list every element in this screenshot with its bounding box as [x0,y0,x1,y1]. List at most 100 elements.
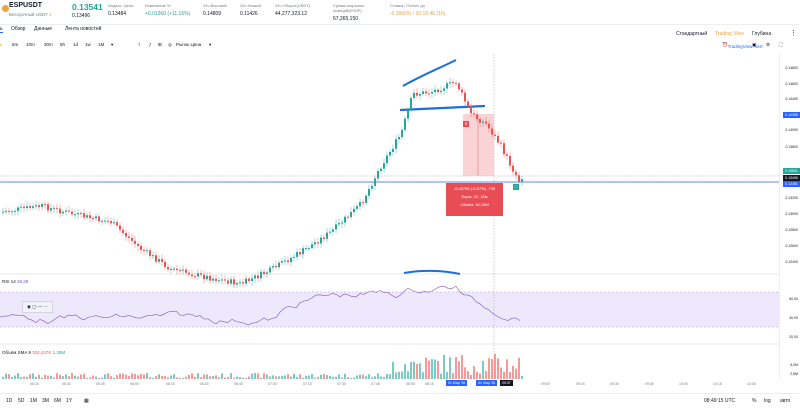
volume-legend[interactable]: Объём SMA 9 324,437K 1,35M [2,350,66,355]
settings-icon[interactable]: ⚙ [766,42,771,47]
volume-bar [209,376,211,379]
stat-change: Изменение % +0.01360 (+11.16%) [145,3,191,17]
volume-bar [38,374,40,379]
candle [506,154,508,156]
candle [44,204,46,206]
chart-area[interactable] [0,54,785,379]
trade-volume: Объём: 16,15M [460,202,489,207]
candle [371,185,373,189]
range-1d[interactable]: 1D [6,398,13,404]
candle [56,207,58,209]
interval-1d[interactable]: 1d [73,42,79,47]
candle [407,109,409,119]
time-axis[interactable]: 05:15 05:30 05:45 06:00 06:15 06:30 06:4… [30,382,756,386]
time-label-end: 01 Мар '26 [476,380,498,386]
interval-active[interactable]: ь [0,42,3,47]
tab-overview[interactable]: Обзор [11,26,26,32]
range-1y[interactable]: 1Y [66,398,73,404]
settings-icon[interactable]: ▢ [32,304,37,309]
volume-bar [437,360,439,379]
volume-bar [470,374,472,379]
coin-logo-icon [2,5,9,12]
range-6m[interactable]: 6M [54,398,61,404]
volume-bar [275,376,277,379]
range-1m[interactable]: 1M [30,398,37,404]
interval-10m[interactable]: 10m [26,42,35,47]
more-icon[interactable]: ⋯ [43,304,49,309]
volume-bar [152,377,154,379]
candle [509,155,511,166]
candle [110,221,112,224]
clock-utc[interactable]: 08:49:15 UTC [704,398,736,404]
candle [341,222,343,224]
range-3m[interactable]: 3M [42,398,49,404]
trade-entry-marker[interactable]: S [463,121,469,127]
interval-5h[interactable]: 5h [60,42,66,47]
calendar-icon[interactable]: ▦ [84,398,89,404]
candle [113,222,115,224]
candle [272,266,274,268]
volume-bar [77,376,79,379]
percent-toggle[interactable]: % [752,398,757,404]
range-5d[interactable]: 5D [18,398,25,404]
candle [461,89,463,93]
fx-icon[interactable]: ƒ [149,42,152,47]
tv-alert-button[interactable]: ⏰ TradingView Alert [722,42,763,49]
candle [410,98,412,110]
volume-bar [260,377,262,379]
candle [197,273,199,277]
candle [11,211,13,213]
chevron-down-icon[interactable]: ▾ [111,42,114,47]
candle [53,207,55,209]
candle [317,242,319,244]
volume-bar [521,375,523,379]
compare-icon[interactable]: ⊞ [158,42,162,47]
candle [68,210,70,212]
volume-bar [236,376,238,379]
chevron-down-icon[interactable]: ▾ [209,42,212,47]
minus-icon[interactable]: — [37,304,43,309]
symbol-title[interactable]: ESPUSDT [9,2,43,9]
price-type-select[interactable]: Рынок Цена [176,42,202,47]
candle [5,210,7,212]
view-standard[interactable]: Стандартный [676,31,708,37]
rsi-pane-controls[interactable]: ◉ ▢ — ⋯ [22,301,53,313]
volume-bar [158,374,160,379]
tab-news[interactable]: Лента новостей [65,26,102,32]
fullscreen-icon[interactable]: ⛶ [779,42,783,47]
auto-toggle[interactable]: авто [780,398,791,404]
volume-bar [8,374,10,379]
eye-icon[interactable]: ◉ [27,304,31,309]
log-toggle[interactable]: log [764,398,771,404]
camera-icon[interactable]: ▣ [752,42,757,47]
candle [140,245,142,250]
interval-6m[interactable]: 6m [12,42,19,47]
candle [356,206,358,209]
view-tradingview[interactable]: Trading View [715,31,744,37]
candlestick-chart[interactable] [0,54,785,379]
candle [20,206,22,208]
volume-bar [314,377,316,379]
rsi-legend[interactable]: RSI 14 38,28 [2,279,29,284]
volume-bar [86,377,88,379]
interval-30m[interactable]: 30m [44,42,53,47]
indicators-icon[interactable]: ⌇ [138,42,141,47]
candle [107,220,109,222]
stat-24h-turnover: 24ч Оборот(USDT) 44,277,323.12 [275,3,311,17]
tab-chart[interactable]: ь [0,26,3,33]
candle [485,121,487,124]
candle [170,268,172,270]
tab-data[interactable]: Данные [34,26,53,32]
volume-bar [413,361,415,379]
trade-exit-marker[interactable]: □ [513,184,519,190]
interval-1m[interactable]: 1M [98,42,105,47]
price-type-icon[interactable]: ◎ [168,42,172,47]
candle [281,261,283,263]
volume-bar [515,368,517,379]
price-axis[interactable]: 0.14800 0.14600 0.14400 0.14000 0.13800 … [779,54,800,379]
volume-bar [272,375,274,379]
volume-bar [497,358,499,379]
interval-1w[interactable]: 1w [85,42,91,47]
view-depth[interactable]: Глубина [752,31,772,37]
more-icon[interactable]: ⋮ [790,30,797,37]
